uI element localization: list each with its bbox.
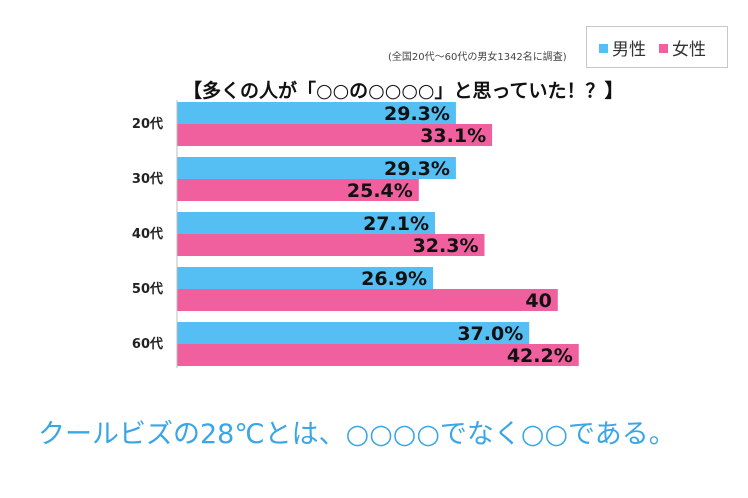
survey-note: (全国20代〜60代の男女1342名に調査) — [388, 52, 567, 63]
value-label-male-3: 26.9% — [361, 268, 427, 290]
chart-title: 【多くの人が「○○の○○○○」と思っていた！？】 — [183, 80, 624, 102]
legend-item-male: 男性 — [599, 35, 646, 60]
bar-female-2 — [177, 234, 485, 256]
value-label-male-2: 27.1% — [363, 213, 429, 235]
bar-male-3 — [177, 267, 434, 289]
value-label-female-3: 40 — [525, 290, 551, 312]
category-label-0: 20代 — [132, 116, 163, 132]
value-label-male-1: 29.3% — [384, 158, 450, 180]
category-label-4: 60代 — [132, 336, 163, 352]
bar-female-1 — [177, 179, 419, 201]
legend-label-female: 女性 — [672, 40, 706, 60]
bar-male-2 — [177, 212, 435, 234]
value-label-female-1: 25.4% — [347, 180, 413, 202]
bar-female-4 — [177, 344, 579, 366]
legend-label-male: 男性 — [612, 40, 646, 60]
bar-male-4 — [177, 322, 530, 344]
bar-female-3 — [177, 289, 558, 311]
category-label-2: 40代 — [132, 226, 163, 242]
legend-swatch-male — [599, 44, 608, 53]
bar-male-1 — [177, 157, 456, 179]
value-label-female-2: 32.3% — [413, 235, 479, 257]
caption: クールビズの28℃とは、○○○○でなく○○である。 — [38, 419, 676, 450]
value-label-female-0: 33.1% — [420, 125, 486, 147]
value-label-male-4: 37.0% — [457, 323, 523, 345]
category-label-1: 30代 — [132, 171, 163, 187]
value-label-female-4: 42.2% — [507, 345, 573, 367]
legend-swatch-female — [659, 44, 668, 53]
bar-female-0 — [177, 124, 493, 146]
legend: 男性 女性 — [586, 26, 728, 68]
legend-item-female: 女性 — [659, 35, 706, 60]
value-label-male-0: 29.3% — [384, 103, 450, 125]
bar-male-0 — [177, 102, 456, 124]
category-label-3: 50代 — [132, 281, 163, 297]
